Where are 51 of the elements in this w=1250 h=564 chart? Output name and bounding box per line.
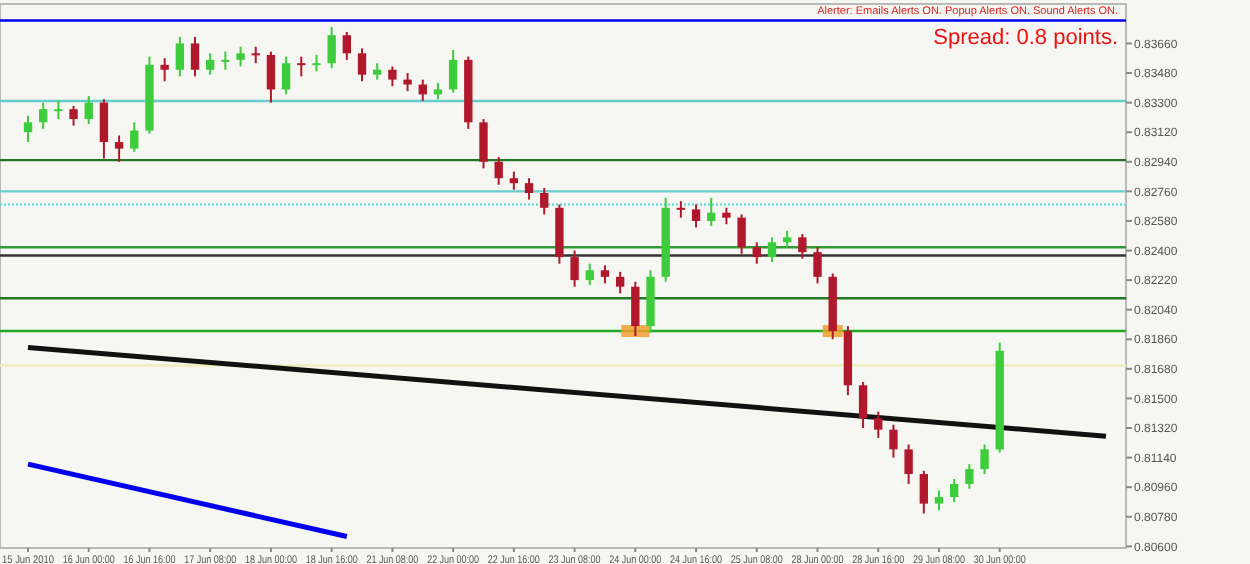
candlestick xyxy=(403,72,412,93)
candlestick xyxy=(206,52,215,76)
candlestick xyxy=(69,104,78,127)
candlestick xyxy=(190,35,200,78)
candlestick xyxy=(798,233,807,260)
candlestick xyxy=(949,477,959,503)
candlestick xyxy=(221,50,230,71)
candlestick xyxy=(114,134,124,163)
candlestick xyxy=(874,410,883,439)
candlestick xyxy=(297,55,306,78)
candlestick xyxy=(160,57,169,83)
candlestick xyxy=(342,30,352,61)
candlestick xyxy=(707,196,716,227)
annotation: Spread: 0.8 points. xyxy=(933,26,1118,50)
candlestick xyxy=(266,50,276,104)
candlestick xyxy=(540,187,549,216)
candlestick xyxy=(479,118,488,170)
candlestick xyxy=(631,280,640,337)
candlestick xyxy=(570,249,579,288)
candlestick xyxy=(737,213,746,255)
candlestick xyxy=(767,236,777,264)
candlestick xyxy=(357,47,367,83)
candlestick xyxy=(327,26,336,70)
candlestick xyxy=(889,423,898,459)
candlestick xyxy=(494,155,503,186)
candlestick xyxy=(904,443,913,485)
candlestick xyxy=(965,463,974,490)
candlestick xyxy=(980,443,989,476)
candlestick xyxy=(600,264,610,285)
candlestick xyxy=(130,121,139,153)
candlestick xyxy=(752,241,761,265)
candlestick xyxy=(691,203,701,229)
candlestick xyxy=(23,114,33,144)
candlestick xyxy=(919,469,928,515)
candlestick xyxy=(236,45,245,68)
candlestick xyxy=(281,55,291,96)
candlestick xyxy=(813,246,822,285)
candlestick xyxy=(84,95,93,125)
candlestick xyxy=(448,49,458,94)
candlestick xyxy=(388,65,397,88)
candlestick xyxy=(934,489,944,512)
candlestick xyxy=(585,262,594,287)
candlestick xyxy=(175,35,185,78)
candlestick xyxy=(676,200,686,219)
candlestick xyxy=(524,177,534,201)
candlestick xyxy=(858,381,868,430)
candlestick xyxy=(99,98,109,160)
candlestick xyxy=(509,170,519,191)
candlestick xyxy=(54,99,63,121)
candlestick xyxy=(615,270,625,295)
candlestick xyxy=(39,101,48,130)
